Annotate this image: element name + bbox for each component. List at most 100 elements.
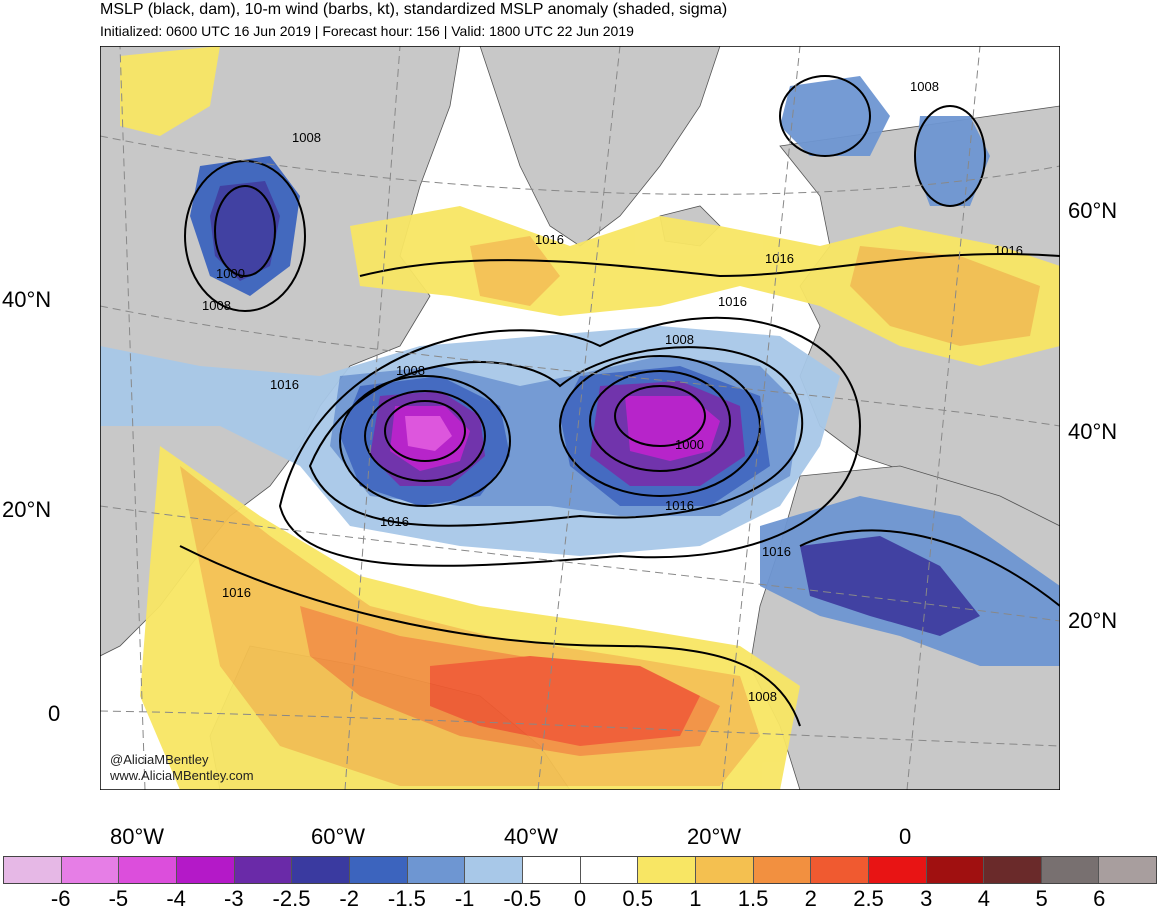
contour-label: 1016	[380, 514, 409, 529]
colorbar-swatch	[926, 857, 985, 883]
colorbar-tick-label: 2.5	[853, 886, 884, 911]
isobar-east-low-1	[614, 385, 706, 447]
meridian-40w	[537, 46, 621, 790]
isobar-west-low-2	[364, 390, 486, 482]
colorbar-swatch	[580, 857, 639, 883]
lat-label-right: 60°N	[1068, 198, 1118, 223]
isobar-1016-tropics	[179, 545, 801, 727]
positive-anomaly-northwest	[120, 46, 220, 136]
meridian-60w	[344, 46, 401, 790]
isobar-east-low-2	[589, 370, 731, 472]
watermark-url: www.AliciaMBentley.com	[109, 768, 254, 783]
contour-label: 1008	[202, 298, 231, 313]
contour-label: 1016	[222, 585, 251, 600]
colorbar-tick-label: 1.5	[737, 886, 769, 911]
positive-anomaly-north-greenland	[470, 236, 560, 306]
contour-label: 1000	[675, 437, 704, 452]
colorbar-swatch	[753, 857, 812, 883]
weather-map: 1008 1000 1008 1016 1016 1016 1016 1008 …	[100, 46, 1060, 790]
colorbar-swatch	[119, 857, 177, 883]
isobar-1016-north	[359, 252, 1060, 278]
isobar-labrador-1	[214, 185, 276, 277]
colorbar-tick-label: -1.5	[387, 886, 426, 911]
colorbar-tick-label: -5	[108, 886, 129, 911]
contour-label: 1016	[994, 243, 1023, 258]
meridian-80w	[119, 46, 146, 790]
parallel-20n	[100, 505, 1060, 622]
colorbar-tick-label: 3	[920, 886, 933, 911]
meridian-20w	[721, 46, 801, 790]
colorbar-tick-label: -3	[224, 886, 244, 911]
contour-label: 1016	[535, 232, 564, 247]
colorbar	[3, 856, 1157, 884]
parallel-40n	[100, 305, 1060, 427]
isobar-west-low-3	[339, 375, 511, 507]
colorbar-swatch	[292, 857, 350, 883]
chart-title: MSLP (black, dam), 10-m wind (barbs, kt)…	[100, 1, 728, 18]
colorbar-tick-label: -4	[166, 886, 186, 911]
colorbar-swatch	[1041, 857, 1100, 883]
isobar-1016-midlat	[278, 316, 862, 567]
graticule	[100, 46, 1060, 790]
colorbar-tick-label: 1	[689, 886, 702, 911]
contour-label: 1008	[748, 689, 777, 704]
colorbar-swatch	[868, 857, 927, 883]
positive-anomaly-north-mid	[850, 246, 1040, 346]
lon-label: 0	[899, 824, 912, 849]
contour-label: 1016	[665, 498, 694, 513]
lat-label-right: 20°N	[1068, 608, 1118, 633]
colorbar-swatch	[522, 857, 581, 883]
colorbar-tick-label: 5	[1035, 886, 1048, 911]
chart-subtitle: Initialized: 0600 UTC 16 Jun 2019 | Fore…	[100, 23, 634, 39]
contour-label: 1016	[270, 377, 299, 392]
colorbar-swatch	[638, 857, 696, 883]
negative-anomaly-africa-core	[800, 536, 980, 636]
lat-label-left: 0	[48, 701, 61, 726]
colorbar-swatch	[695, 857, 754, 883]
colorbar-swatch	[465, 857, 523, 883]
colorbar-swatch	[61, 857, 120, 883]
colorbar-tick-label: 4	[977, 886, 991, 911]
colorbar-tick-label: -0.5	[503, 886, 542, 911]
lon-label: 40°W	[504, 824, 559, 849]
contour-label: 1008	[910, 79, 939, 94]
colorbar-swatch	[811, 857, 869, 883]
negative-anomaly-north-sea	[780, 76, 890, 156]
contour-label: 1008	[396, 363, 425, 378]
negative-anomaly-labrador-core	[210, 181, 280, 281]
colorbar-tick-label: 2	[804, 886, 817, 911]
colorbar-tick-label: -2	[339, 886, 359, 911]
parallel-equator	[100, 710, 1060, 747]
colorbar-tick-label: -6	[50, 886, 71, 911]
lat-label-left: 40°N	[2, 287, 52, 312]
contour-labels: 1008 1000 1008 1016 1016 1016 1016 1008 …	[202, 79, 1023, 704]
colorbar-swatch	[1099, 857, 1157, 883]
anomaly-shading	[100, 46, 1060, 790]
isobar-1008-africa	[799, 529, 1060, 607]
lon-label: 20°W	[687, 824, 742, 849]
lon-label: 80°W	[110, 824, 165, 849]
contour-label: 1016	[762, 544, 791, 559]
isobar-north-sea	[779, 75, 871, 157]
colorbar-swatch	[984, 857, 1042, 883]
colorbar-swatch	[407, 857, 466, 883]
colorbar-tick-label: -1	[454, 886, 475, 911]
colorbar-tick-label: 0.5	[622, 886, 653, 911]
contour-label: 1016	[718, 294, 747, 309]
colorbar-tick-label: -2.5	[272, 886, 311, 911]
colorbar-swatch	[176, 857, 235, 883]
contour-label: 1008	[292, 130, 321, 145]
isobar-scandinavia	[914, 105, 986, 207]
colorbar-swatch	[234, 857, 293, 883]
contour-label: 1000	[216, 266, 245, 281]
negative-anomaly-west-low-center	[405, 416, 452, 451]
lat-label-right: 40°N	[1068, 419, 1118, 444]
watermark-handle: @AliciaMBentley	[110, 752, 209, 767]
positive-anomaly-tropics-stronger	[430, 656, 700, 746]
colorbar-tick-label: 6	[1093, 886, 1106, 911]
colorbar-tick-label: 0	[573, 886, 587, 911]
meridian-0	[906, 46, 981, 790]
lat-label-left: 20°N	[2, 497, 52, 522]
colorbar-swatch	[4, 857, 62, 883]
colorbar-swatch	[349, 857, 408, 883]
